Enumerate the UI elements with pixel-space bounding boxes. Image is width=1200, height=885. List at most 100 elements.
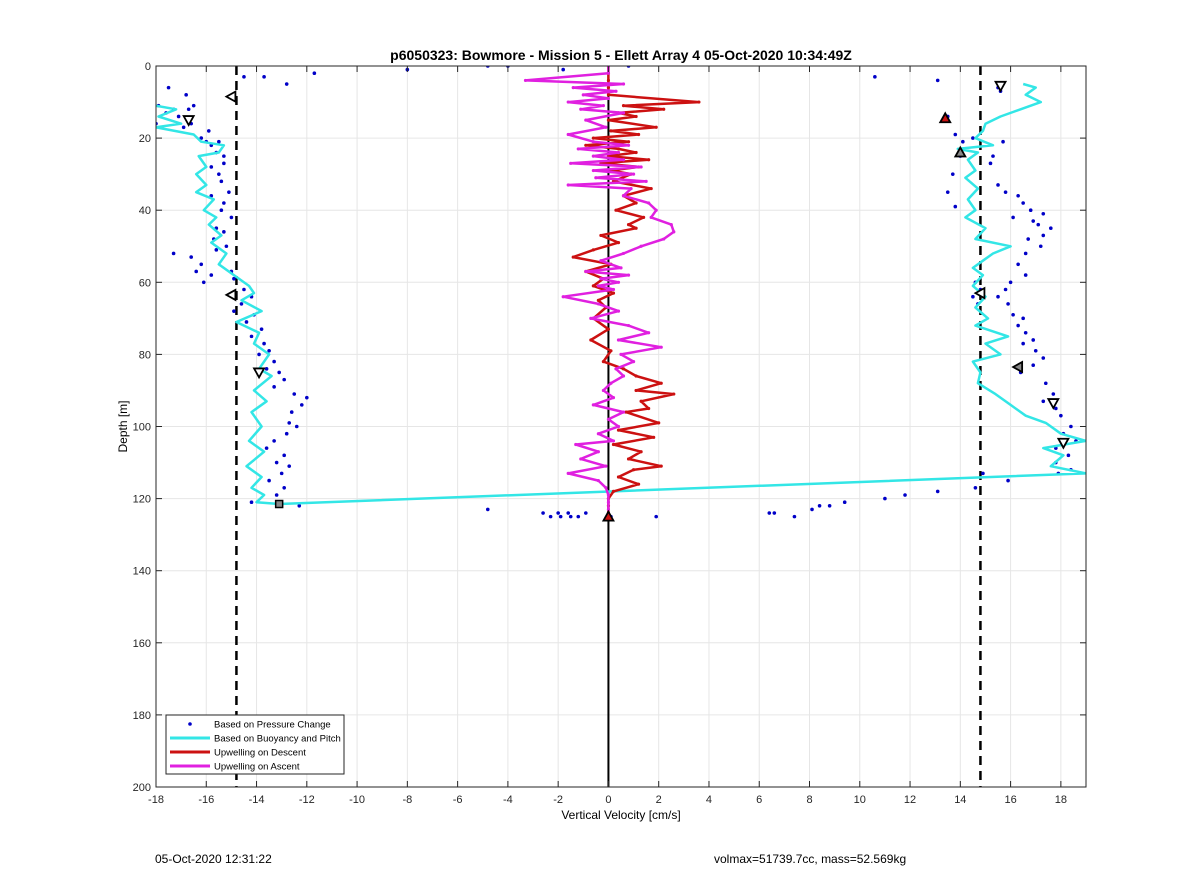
event-marker (1011, 360, 1024, 374)
series-point-upwelling-on-descent (626, 223, 631, 227)
series-point-upwelling-on-descent (634, 388, 638, 393)
pressure-change-point (166, 85, 171, 90)
pressure-change-point (945, 190, 950, 194)
pressure-change-point (568, 514, 573, 519)
series-point-upwelling-on-ascent (574, 442, 578, 447)
series-point-upwelling-on-descent (657, 421, 661, 425)
x-tick-label: -12 (299, 794, 315, 806)
pressure-change-point (953, 204, 958, 209)
pressure-change-point (950, 172, 955, 176)
pressure-change-point (810, 507, 814, 512)
pressure-change-point (239, 302, 244, 306)
x-tick-label: 4 (706, 794, 712, 806)
pressure-change-point (176, 114, 181, 119)
series-point-upwelling-on-descent (636, 482, 641, 486)
pressure-change-point (194, 269, 199, 274)
y-tick-label: 160 (133, 638, 151, 650)
series-point-upwelling-on-descent (659, 464, 663, 468)
series-point-upwelling-on-ascent (604, 486, 608, 490)
series-point-upwelling-on-ascent (584, 269, 588, 274)
pressure-change-point (1031, 338, 1036, 342)
series-point-upwelling-on-descent (609, 129, 613, 133)
series-point-upwelling-on-ascent (594, 176, 598, 180)
series-point-upwelling-on-descent (634, 114, 638, 119)
pressure-change-point (227, 190, 231, 194)
footer-timestamp: 05-Oct-2020 12:31:22 (155, 852, 272, 866)
pressure-change-point (259, 327, 264, 331)
series-point-upwelling-on-ascent (566, 100, 570, 104)
y-tick-label: 0 (145, 61, 151, 73)
pressure-change-point (1016, 193, 1020, 198)
pressure-change-point (1059, 413, 1063, 418)
pressure-change-point (988, 161, 993, 166)
series-point-upwelling-on-ascent (566, 183, 570, 187)
pressure-change-point (209, 273, 214, 277)
event-markers (182, 80, 1070, 522)
series-point-upwelling-on-ascent (596, 284, 600, 288)
event-marker (938, 111, 952, 124)
series-point-upwelling-on-descent (631, 468, 636, 472)
x-tick-label: -14 (249, 794, 265, 806)
pressure-change-point (272, 385, 276, 389)
x-tick-label: 16 (1004, 794, 1016, 806)
series-point-upwelling-on-descent (639, 399, 643, 403)
pressure-change-point (222, 161, 226, 166)
series-point-upwelling-on-ascent (631, 360, 636, 364)
y-tick-label: 200 (133, 782, 151, 794)
pressure-change-point (1054, 406, 1058, 411)
pressure-change-point (1031, 219, 1036, 223)
pressure-change-point (576, 514, 581, 519)
series-point-upwelling-on-ascent (604, 125, 608, 129)
pressure-change-point (242, 75, 246, 79)
pressure-change-point (973, 485, 978, 490)
pressure-change-point (232, 276, 236, 281)
series-point-upwelling-on-ascent (614, 89, 618, 93)
series-point-upwelling-on-ascent (629, 186, 633, 191)
series-point-upwelling-on-descent (616, 475, 621, 479)
event-marker (224, 288, 237, 302)
series-point-upwelling-on-ascent (596, 450, 600, 454)
pressure-change-point (1011, 312, 1015, 317)
pressure-change-point (217, 172, 221, 176)
pressure-change-point (181, 125, 186, 130)
series-point-upwelling-on-ascent (654, 208, 658, 212)
pressure-change-point (305, 395, 309, 400)
pressure-change-point (792, 514, 797, 519)
pressure-change-point (229, 215, 234, 220)
y-tick-label: 80 (139, 349, 151, 361)
series-point-upwelling-on-ascent (596, 432, 600, 436)
pressure-change-point (981, 471, 985, 476)
series-point-upwelling-on-descent (591, 284, 595, 288)
event-marker (224, 90, 237, 104)
series-point-upwelling-on-descent (697, 100, 701, 104)
series-point-upwelling-on-ascent (621, 374, 626, 378)
series-point-upwelling-on-ascent (566, 471, 570, 475)
pressure-change-point (267, 478, 271, 483)
pressure-change-point (1021, 341, 1025, 346)
x-tick-label: 2 (656, 794, 662, 806)
series-point-upwelling-on-descent (596, 298, 600, 302)
series-point-upwelling-on-ascent (614, 367, 618, 371)
pressure-change-point (274, 460, 279, 465)
series-point-upwelling-on-ascent (606, 493, 611, 497)
pressure-change-point (1016, 323, 1020, 328)
pressure-change-point (1041, 212, 1046, 216)
event-marker (182, 115, 196, 127)
pressure-change-point (1006, 478, 1010, 483)
series-point-upwelling-on-descent (654, 125, 658, 129)
series-point-upwelling-on-descent (599, 233, 603, 238)
pressure-change-point (1069, 424, 1073, 429)
series-point-upwelling-on-descent (626, 457, 631, 461)
series-point-upwelling-on-descent (639, 450, 643, 454)
series-point-upwelling-on-ascent (571, 86, 575, 90)
pressure-change-point (264, 446, 269, 450)
series-point-upwelling-on-descent (649, 186, 653, 191)
pressure-change-point (201, 280, 206, 285)
pressure-change-point (1043, 381, 1048, 386)
pressure-change-point (219, 208, 224, 212)
series-point-upwelling-on-descent (642, 215, 646, 220)
legend-label-based-on-buoyancy-and-pitch: Based on Buoyancy and Pitch (214, 734, 341, 745)
pressure-change-point (971, 294, 975, 299)
pressure-change-point (584, 511, 588, 515)
pressure-change-point (1021, 201, 1025, 205)
